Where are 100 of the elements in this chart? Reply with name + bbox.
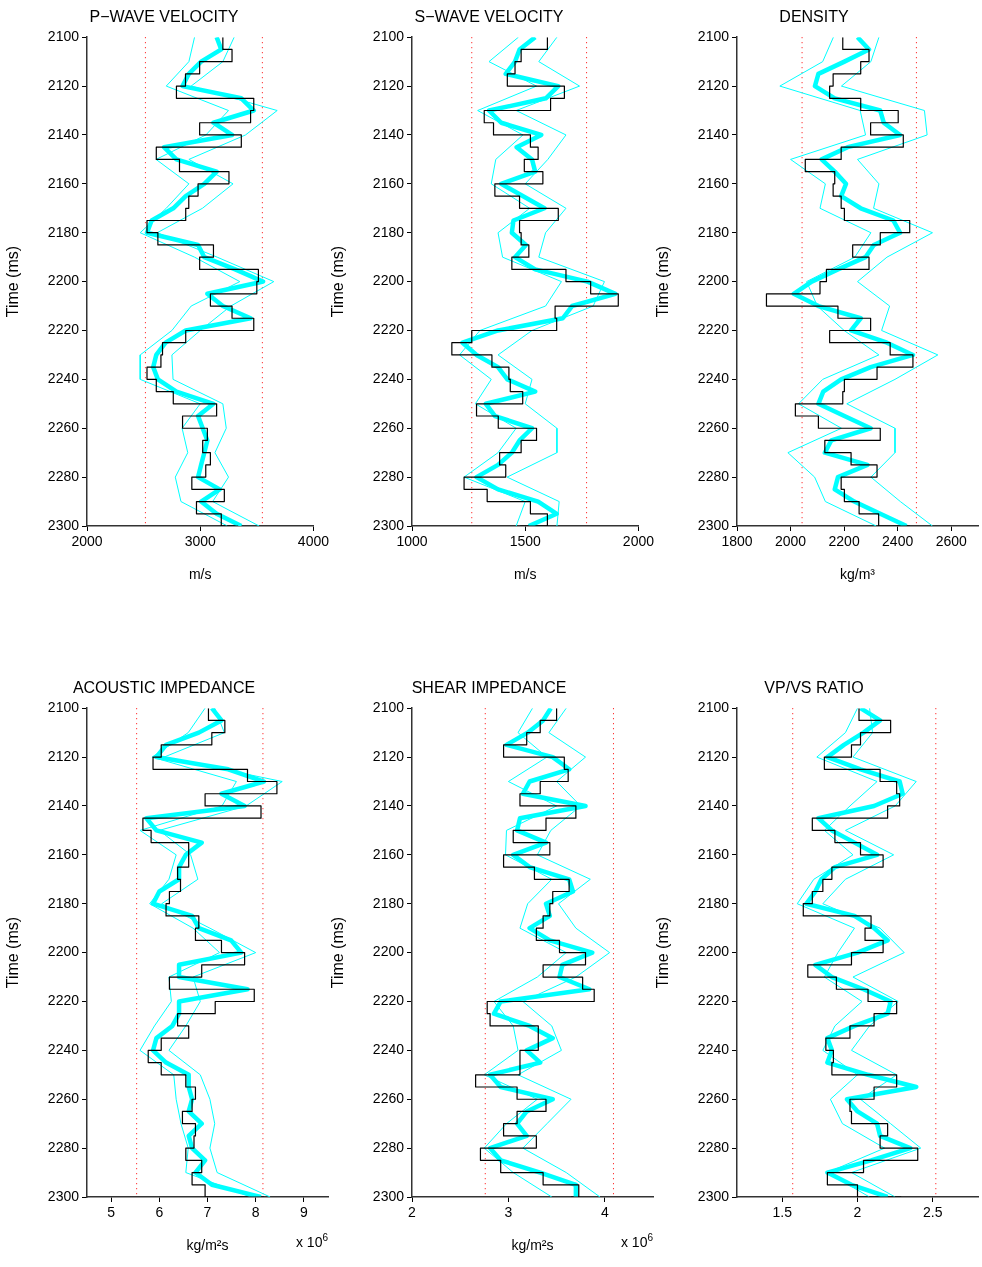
chart-title: VP/VS RATIO xyxy=(764,679,864,697)
y-tick-label: 2100 xyxy=(372,699,405,716)
y-tick-label: 2160 xyxy=(697,174,730,191)
y-tick-label: 2220 xyxy=(697,992,730,1009)
x-tick-label: 1800 xyxy=(721,533,753,550)
y-tick-label: 2120 xyxy=(372,747,405,764)
x-tick-label: 4 xyxy=(600,1204,609,1221)
x-tick-label: 1000 xyxy=(396,533,428,550)
y-axis-title: Time (ms) xyxy=(4,916,22,989)
y-tick-label: 2140 xyxy=(372,796,405,813)
chart-title: SHEAR IMPEDANCE xyxy=(411,679,567,697)
y-tick-label: 2240 xyxy=(47,370,80,387)
y-tick-label: 2220 xyxy=(372,321,405,338)
x-tick-label: 7 xyxy=(203,1204,212,1221)
x-tick-label: 2400 xyxy=(882,533,914,550)
y-tick-label: 2240 xyxy=(697,1041,730,1058)
y-tick-label: 2200 xyxy=(47,272,80,289)
y-tick-label: 2140 xyxy=(697,796,730,813)
y-tick-label: 2180 xyxy=(47,223,80,240)
y-tick-label: 2180 xyxy=(372,223,405,240)
x-tick-label: 3000 xyxy=(184,533,216,550)
y-tick-label: 2260 xyxy=(47,1090,80,1107)
y-tick-label: 2180 xyxy=(372,894,405,911)
x-tick-label: 4000 xyxy=(297,533,330,550)
y-tick-label: 2280 xyxy=(47,1138,80,1155)
y-tick-label: 2140 xyxy=(697,125,730,142)
x-axis-title: kg/m²s xyxy=(186,1237,229,1254)
y-tick-label: 2160 xyxy=(47,845,80,862)
chart-title: S−WAVE VELOCITY xyxy=(414,8,564,26)
y-tick-label: 2100 xyxy=(372,28,405,45)
y-tick-label: 2100 xyxy=(697,28,730,45)
x-tick-label: 8 xyxy=(251,1204,260,1221)
y-tick-label: 2240 xyxy=(372,1041,405,1058)
y-tick-label: 2200 xyxy=(372,943,405,960)
x-axis-title: kg/m²s xyxy=(511,1237,554,1254)
x-tick-label: 3 xyxy=(504,1204,513,1221)
x-tick-label: 2000 xyxy=(622,533,655,550)
y-tick-label: 2100 xyxy=(47,699,80,716)
y-tick-label: 2120 xyxy=(47,76,80,93)
y-tick-label: 2260 xyxy=(47,419,80,436)
y-tick-label: 2200 xyxy=(372,272,405,289)
y-tick-label: 2260 xyxy=(697,1090,730,1107)
x-tick-label: 6 xyxy=(155,1204,164,1221)
x-tick-label: 2.5 xyxy=(923,1204,943,1221)
y-tick-label: 2260 xyxy=(372,419,405,436)
chart-title: DENSITY xyxy=(779,8,849,26)
y-tick-label: 2160 xyxy=(47,174,80,191)
x-axis-title: m/s xyxy=(513,566,537,583)
x-tick-label: 5 xyxy=(107,1204,116,1221)
y-tick-label: 2180 xyxy=(47,894,80,911)
y-axis-title: Time (ms) xyxy=(329,916,347,989)
y-tick-label: 2200 xyxy=(47,943,80,960)
x-axis-title: kg/m³ xyxy=(840,566,876,583)
y-tick-label: 2120 xyxy=(47,747,80,764)
y-tick-label: 2240 xyxy=(372,370,405,387)
x-tick-label: 2 xyxy=(853,1204,862,1221)
y-tick-label: 2160 xyxy=(697,845,730,862)
y-axis-title: Time (ms) xyxy=(4,245,22,318)
y-tick-label: 2280 xyxy=(372,1138,405,1155)
y-tick-label: 2160 xyxy=(372,174,405,191)
y-tick-label: 2280 xyxy=(697,1138,730,1155)
chart-title: P−WAVE VELOCITY xyxy=(89,8,239,26)
y-axis-title: Time (ms) xyxy=(654,245,672,318)
x-tick-label: 2000 xyxy=(71,533,103,550)
y-tick-label: 2220 xyxy=(47,321,80,338)
y-tick-label: 2300 xyxy=(697,1187,730,1204)
x-tick-label: 2200 xyxy=(828,533,860,550)
y-axis-title: Time (ms) xyxy=(654,916,672,989)
y-tick-label: 2220 xyxy=(47,992,80,1009)
y-tick-label: 2280 xyxy=(47,467,80,484)
y-tick-label: 2140 xyxy=(47,796,80,813)
y-tick-label: 2280 xyxy=(697,467,730,484)
y-tick-label: 2260 xyxy=(372,1090,405,1107)
y-tick-label: 2120 xyxy=(697,747,730,764)
y-tick-label: 2240 xyxy=(47,1041,80,1058)
y-tick-label: 2140 xyxy=(47,125,80,142)
y-tick-label: 2120 xyxy=(372,76,405,93)
x-tick-label: 9 xyxy=(300,1204,308,1221)
y-tick-label: 2240 xyxy=(697,370,730,387)
x-axis-title: m/s xyxy=(188,566,212,583)
x-tick-label: 2000 xyxy=(774,533,807,550)
y-tick-label: 2100 xyxy=(697,699,730,716)
y-tick-label: 2120 xyxy=(697,76,730,93)
chart-title: ACOUSTIC IMPEDANCE xyxy=(72,679,256,697)
y-tick-label: 2180 xyxy=(697,894,730,911)
y-tick-label: 2200 xyxy=(697,272,730,289)
y-tick-label: 2100 xyxy=(47,28,80,45)
y-tick-label: 2220 xyxy=(372,992,405,1009)
x-tick-label: 1.5 xyxy=(772,1204,793,1221)
x-tick-label: 2 xyxy=(408,1204,417,1221)
y-axis-title: Time (ms) xyxy=(329,245,347,318)
y-tick-label: 2280 xyxy=(372,467,405,484)
x-tick-label: 2600 xyxy=(935,533,967,550)
y-tick-label: 2220 xyxy=(697,321,730,338)
y-tick-label: 2300 xyxy=(372,1187,405,1204)
y-tick-label: 2180 xyxy=(697,223,730,240)
y-tick-label: 2160 xyxy=(372,845,405,862)
y-tick-label: 2260 xyxy=(697,419,730,436)
y-tick-label: 2300 xyxy=(697,516,730,533)
y-tick-label: 2300 xyxy=(47,516,80,533)
